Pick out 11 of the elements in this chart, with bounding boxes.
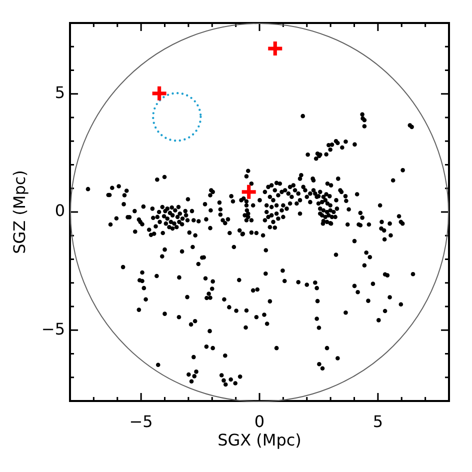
y-tick-label: 5 <box>54 83 65 102</box>
x-tick-label: −5 <box>129 412 153 431</box>
x-tick-label: 0 <box>254 412 265 431</box>
point <box>240 183 258 201</box>
y-axis-title: SGZ (Mpc) <box>10 170 29 254</box>
y-tick-label: 0 <box>54 201 65 220</box>
x-tick-label: 5 <box>372 412 384 431</box>
point <box>150 84 168 102</box>
y-tick-label: −5 <box>41 319 65 338</box>
point <box>266 40 284 58</box>
x-axis-title: SGX (Mpc) <box>218 430 302 450</box>
